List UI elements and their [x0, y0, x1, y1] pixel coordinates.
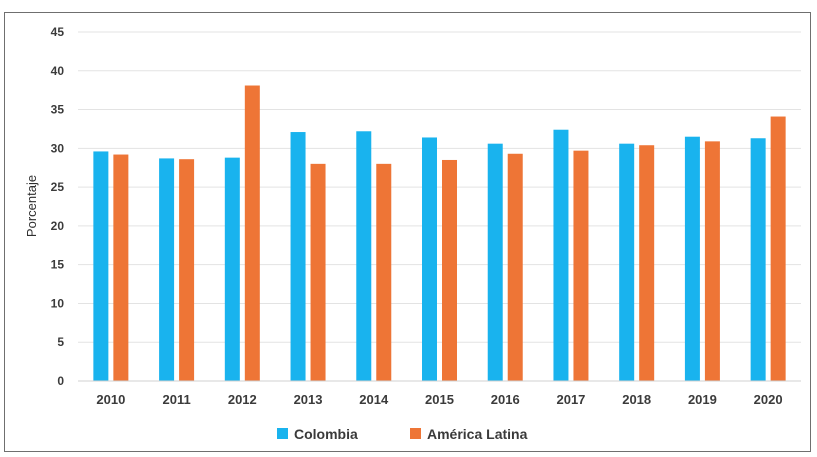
y-tick-label: 5 [57, 335, 64, 349]
x-axis-ticks: 2010 2011 2012 2013 2014 2015 2016 2017 2018 2019… [96, 392, 782, 407]
bar-américa-latina-2014 [376, 163, 392, 381]
bar-colombia-2017 [553, 129, 569, 381]
y-tick-label: 20 [51, 219, 65, 233]
chart-frame [4, 12, 811, 452]
y-tick-label: 35 [51, 103, 65, 117]
bars [93, 85, 786, 381]
y-tick-label: 0 [57, 374, 64, 388]
bar-colombia-2015 [422, 137, 437, 381]
y-tick-label: 40 [51, 64, 65, 78]
bar-américa-latina-2011 [179, 159, 195, 381]
y-tick-label: 10 [51, 296, 65, 310]
bar-colombia-2010 [93, 151, 109, 381]
bar-américa-latina-2013 [310, 163, 326, 381]
y-tick-label: 15 [51, 258, 65, 272]
bar-américa-latina-2010 [113, 154, 129, 381]
x-tick-label: 2010 [96, 392, 125, 407]
y-axis-label: Porcentaje [24, 175, 39, 237]
legend-swatch-colombia [277, 428, 288, 439]
bar-américa-latina-2018 [639, 145, 655, 381]
x-tick-label: 2020 [754, 392, 783, 407]
y-axis-ticks: 0 5 10 15 20 25 30 35 40 45 [51, 25, 65, 388]
bar-américa-latina-2012 [244, 85, 260, 381]
bar-colombia-2020 [750, 138, 766, 381]
gridlines [78, 31, 801, 343]
x-tick-label: 2018 [622, 392, 651, 407]
bar-colombia-2014 [356, 131, 372, 381]
y-tick-label: 30 [51, 141, 65, 155]
x-tick-label: 2019 [688, 392, 717, 407]
y-tick-label: 45 [51, 25, 65, 39]
bar-colombia-2012 [224, 157, 240, 381]
bar-colombia-2019 [684, 136, 700, 381]
x-tick-label: 2012 [228, 392, 257, 407]
bar-américa-latina-2019 [704, 141, 720, 381]
bar-américa-latina-2015 [442, 159, 457, 381]
bar-américa-latina-2017 [573, 150, 589, 381]
legend: Colombia América Latina [277, 426, 528, 442]
x-tick-label: 2015 [425, 392, 454, 407]
x-tick-label: 2013 [294, 392, 323, 407]
bar-colombia-2018 [619, 143, 635, 381]
bar-américa-latina-2016 [507, 153, 523, 381]
bar-colombia-2013 [290, 132, 306, 381]
legend-label-colombia: Colombia [294, 426, 358, 442]
x-tick-label: 2016 [491, 392, 520, 407]
x-tick-label: 2017 [556, 392, 585, 407]
bar-colombia-2016 [487, 143, 503, 381]
x-tick-label: 2011 [162, 392, 190, 407]
x-tick-label: 2014 [359, 392, 389, 407]
bar-colombia-2011 [159, 158, 175, 381]
legend-label-américa-latina: América Latina [427, 426, 528, 442]
y-tick-label: 25 [51, 180, 65, 194]
legend-swatch-américa-latina [410, 428, 421, 439]
bar-américa-latina-2020 [770, 116, 786, 381]
